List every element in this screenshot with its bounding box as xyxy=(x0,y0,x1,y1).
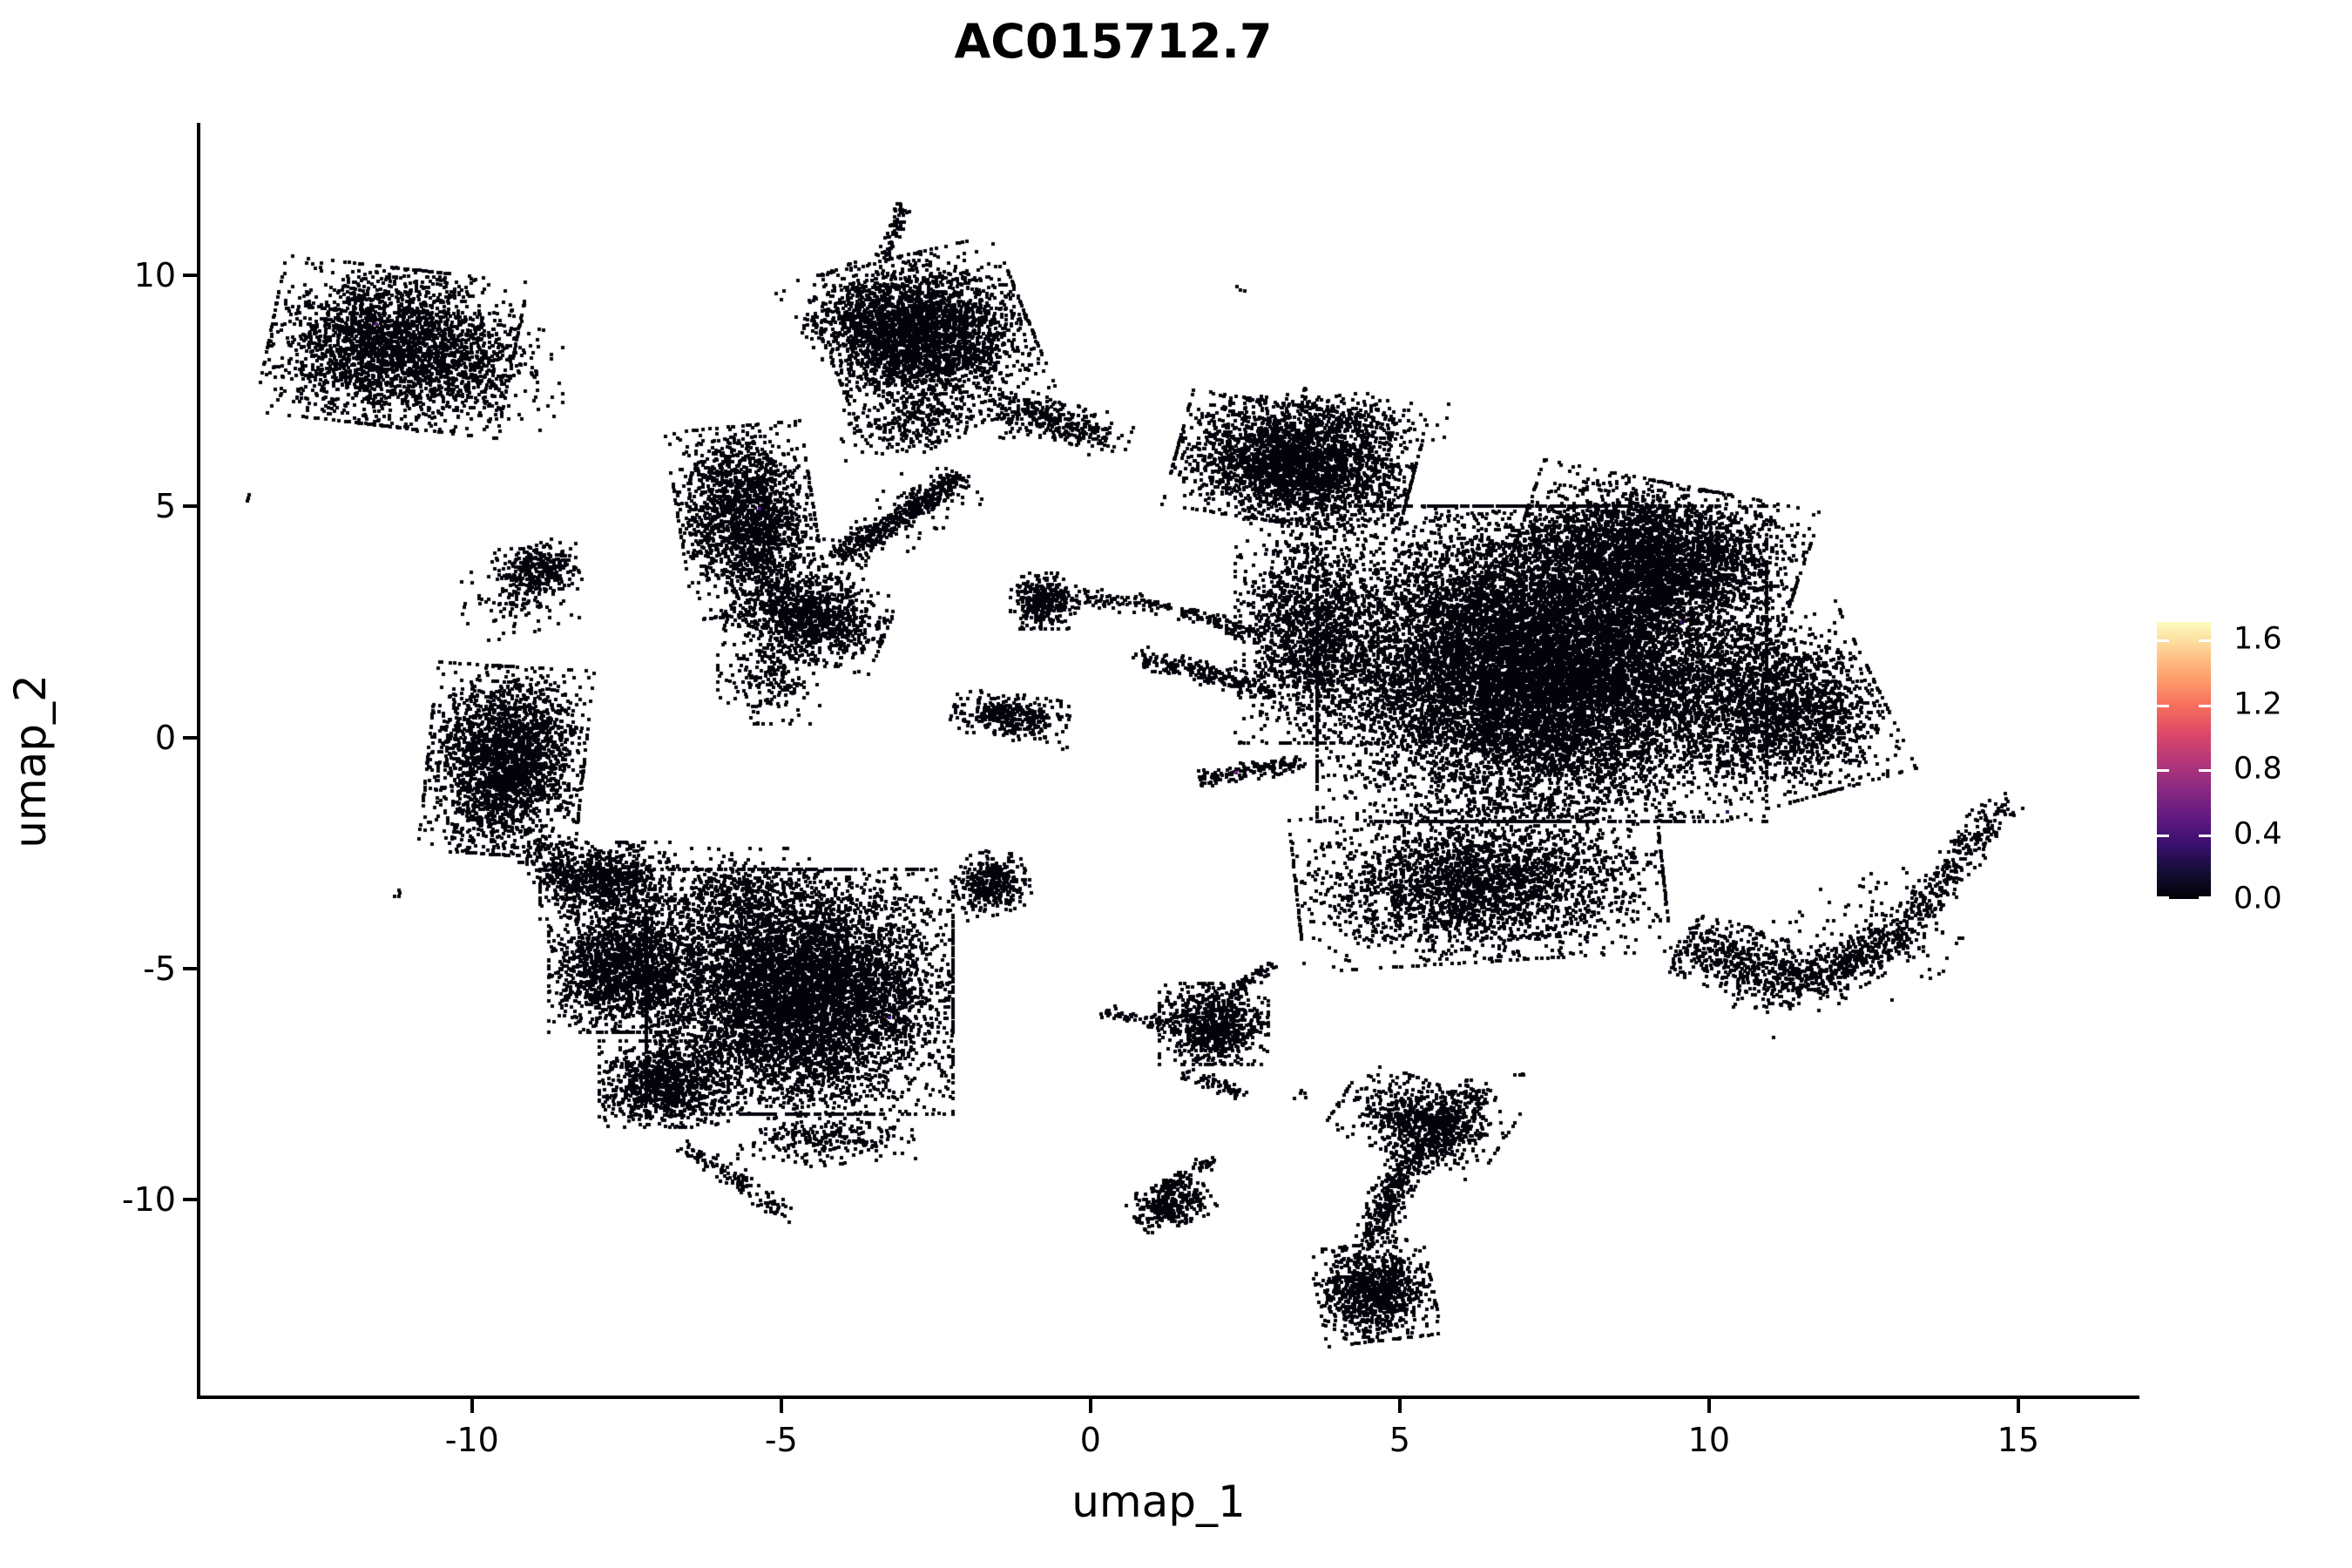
y-tick-label: 0 xyxy=(154,718,176,757)
y-tick-mark xyxy=(183,1198,199,1202)
colorbar-tick-dash xyxy=(2157,769,2169,773)
x-axis-line xyxy=(197,1396,2139,1399)
colorbar-tick-dash xyxy=(2199,769,2211,773)
x-tick-label: 0 xyxy=(1079,1421,1101,1459)
y-tick-label: 10 xyxy=(133,256,176,294)
colorbar-tick-label: 0.8 xyxy=(2234,751,2282,787)
x-tick-mark xyxy=(1088,1397,1092,1413)
colorbar-tick-dash xyxy=(2199,639,2211,643)
colorbar-tick-label: 0.4 xyxy=(2234,816,2282,852)
y-tick-label: -5 xyxy=(143,950,176,989)
x-tick-mark xyxy=(779,1397,783,1413)
colorbar-tick-dash xyxy=(2157,896,2169,899)
x-tick-label: 15 xyxy=(1997,1421,2040,1459)
y-tick-mark xyxy=(183,735,199,740)
x-axis-title: umap_1 xyxy=(1071,1477,1246,1527)
colorbar-tick-dash xyxy=(2199,896,2211,899)
x-tick-mark xyxy=(2016,1397,2020,1413)
colorbar-tick-dash xyxy=(2199,704,2211,707)
y-tick-label: 5 xyxy=(154,487,176,526)
colorbar-tick-label: 1.6 xyxy=(2234,621,2282,657)
x-tick-mark xyxy=(1707,1397,1711,1413)
x-tick-label: -5 xyxy=(764,1421,798,1459)
colorbar-gradient xyxy=(2157,622,2211,899)
colorbar-tick-dash xyxy=(2199,834,2211,837)
y-tick-mark xyxy=(183,274,199,277)
colorbar-tick-dash xyxy=(2157,834,2169,837)
x-tick-label: -10 xyxy=(444,1421,499,1459)
colorbar-tick-dash xyxy=(2157,639,2169,643)
chart-title: AC015712.7 xyxy=(954,14,1273,69)
colorbar-tick-label: 1.2 xyxy=(2234,686,2282,722)
y-tick-mark xyxy=(183,967,199,971)
x-tick-label: 10 xyxy=(1687,1421,1731,1459)
x-tick-mark xyxy=(1397,1397,1402,1413)
y-tick-mark xyxy=(183,504,199,509)
colorbar-tick-dash xyxy=(2157,704,2169,707)
colorbar-tick-label: 0.0 xyxy=(2234,881,2282,916)
y-axis-title: umap_2 xyxy=(5,674,56,848)
x-tick-label: 5 xyxy=(1389,1421,1410,1459)
y-tick-label: -10 xyxy=(121,1180,176,1220)
x-tick-mark xyxy=(470,1397,474,1413)
y-axis-line xyxy=(197,123,200,1399)
